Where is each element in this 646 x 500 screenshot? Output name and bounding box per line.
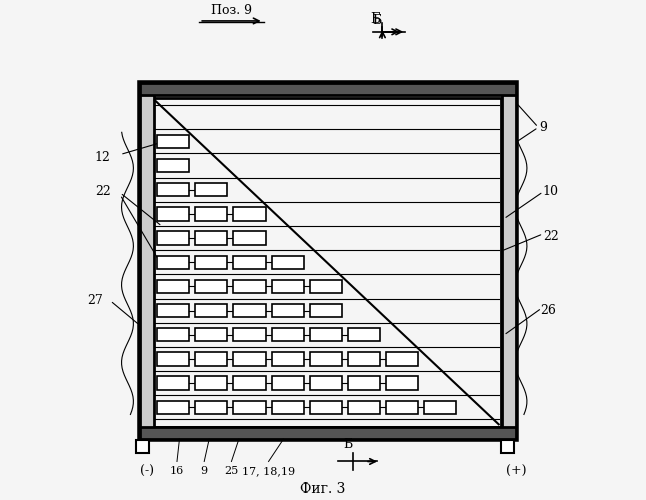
Bar <box>195 304 227 318</box>
Bar <box>386 400 418 414</box>
Bar <box>271 304 304 318</box>
Bar <box>140 427 516 439</box>
Bar <box>271 352 304 366</box>
Bar <box>195 280 227 293</box>
Bar <box>271 400 304 414</box>
Bar <box>233 232 266 244</box>
Bar <box>140 83 516 439</box>
Bar <box>233 304 266 318</box>
Bar <box>348 400 380 414</box>
Bar <box>157 134 189 148</box>
Bar <box>157 232 189 244</box>
Bar <box>136 440 149 452</box>
Bar <box>309 280 342 293</box>
Bar <box>386 376 418 390</box>
Bar <box>157 328 189 342</box>
Bar <box>309 376 342 390</box>
Bar <box>233 376 266 390</box>
Bar <box>195 328 227 342</box>
Bar <box>157 183 189 196</box>
Bar <box>233 207 266 220</box>
Bar <box>195 183 227 196</box>
Bar <box>195 207 227 220</box>
Bar <box>233 256 266 269</box>
Bar <box>157 159 189 172</box>
Bar <box>157 280 189 293</box>
Text: 12: 12 <box>95 150 110 164</box>
Text: 22: 22 <box>543 230 559 243</box>
Bar <box>233 328 266 342</box>
Bar <box>309 352 342 366</box>
Bar <box>386 352 418 366</box>
Bar <box>348 328 380 342</box>
Bar <box>348 376 380 390</box>
Bar <box>501 440 514 452</box>
Text: 9: 9 <box>539 121 547 134</box>
Bar <box>233 352 266 366</box>
Text: 16: 16 <box>170 466 184 476</box>
Bar <box>309 304 342 318</box>
Bar <box>195 400 227 414</box>
Text: Б: Б <box>370 12 380 26</box>
Text: Фиг. 3: Фиг. 3 <box>300 482 346 496</box>
Bar <box>309 400 342 414</box>
Text: Б: Б <box>373 14 382 28</box>
Bar <box>271 256 304 269</box>
Bar <box>157 376 189 390</box>
Text: 9: 9 <box>201 466 208 476</box>
Text: Б: Б <box>343 438 352 450</box>
Bar <box>309 328 342 342</box>
Bar <box>195 232 227 244</box>
Bar <box>195 352 227 366</box>
Text: 10: 10 <box>543 185 559 198</box>
Bar <box>195 256 227 269</box>
Bar <box>140 83 154 439</box>
Bar <box>502 83 516 439</box>
Text: (+): (+) <box>506 465 526 478</box>
Bar <box>424 400 456 414</box>
Bar <box>140 83 516 95</box>
Text: 27: 27 <box>87 294 103 307</box>
Bar <box>271 328 304 342</box>
Bar <box>157 207 189 220</box>
Bar <box>271 280 304 293</box>
Bar <box>271 376 304 390</box>
Text: Поз. 9: Поз. 9 <box>211 4 252 18</box>
Bar <box>233 280 266 293</box>
Bar <box>157 352 189 366</box>
Text: 25: 25 <box>224 466 238 476</box>
Bar <box>157 256 189 269</box>
Text: (-): (-) <box>140 465 154 478</box>
Bar <box>157 400 189 414</box>
Text: 26: 26 <box>540 304 556 317</box>
Bar <box>157 304 189 318</box>
Bar <box>233 400 266 414</box>
Text: 17, 18,19: 17, 18,19 <box>242 466 295 476</box>
Bar <box>348 352 380 366</box>
Text: 22: 22 <box>95 185 110 198</box>
Bar <box>195 376 227 390</box>
Bar <box>152 98 501 427</box>
